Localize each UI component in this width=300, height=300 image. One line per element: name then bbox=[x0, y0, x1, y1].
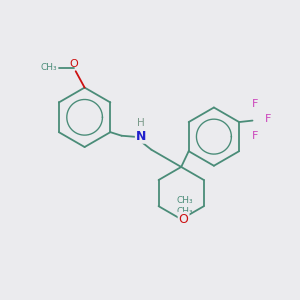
Text: F: F bbox=[252, 99, 259, 109]
Text: H: H bbox=[137, 118, 145, 128]
Text: O: O bbox=[178, 213, 188, 226]
Text: CH₃: CH₃ bbox=[40, 63, 57, 72]
Text: F: F bbox=[265, 114, 272, 124]
Text: CH₃: CH₃ bbox=[177, 207, 194, 216]
Text: N: N bbox=[136, 130, 146, 143]
Text: O: O bbox=[70, 59, 79, 69]
Text: CH₃: CH₃ bbox=[177, 196, 194, 205]
Text: F: F bbox=[252, 131, 259, 141]
